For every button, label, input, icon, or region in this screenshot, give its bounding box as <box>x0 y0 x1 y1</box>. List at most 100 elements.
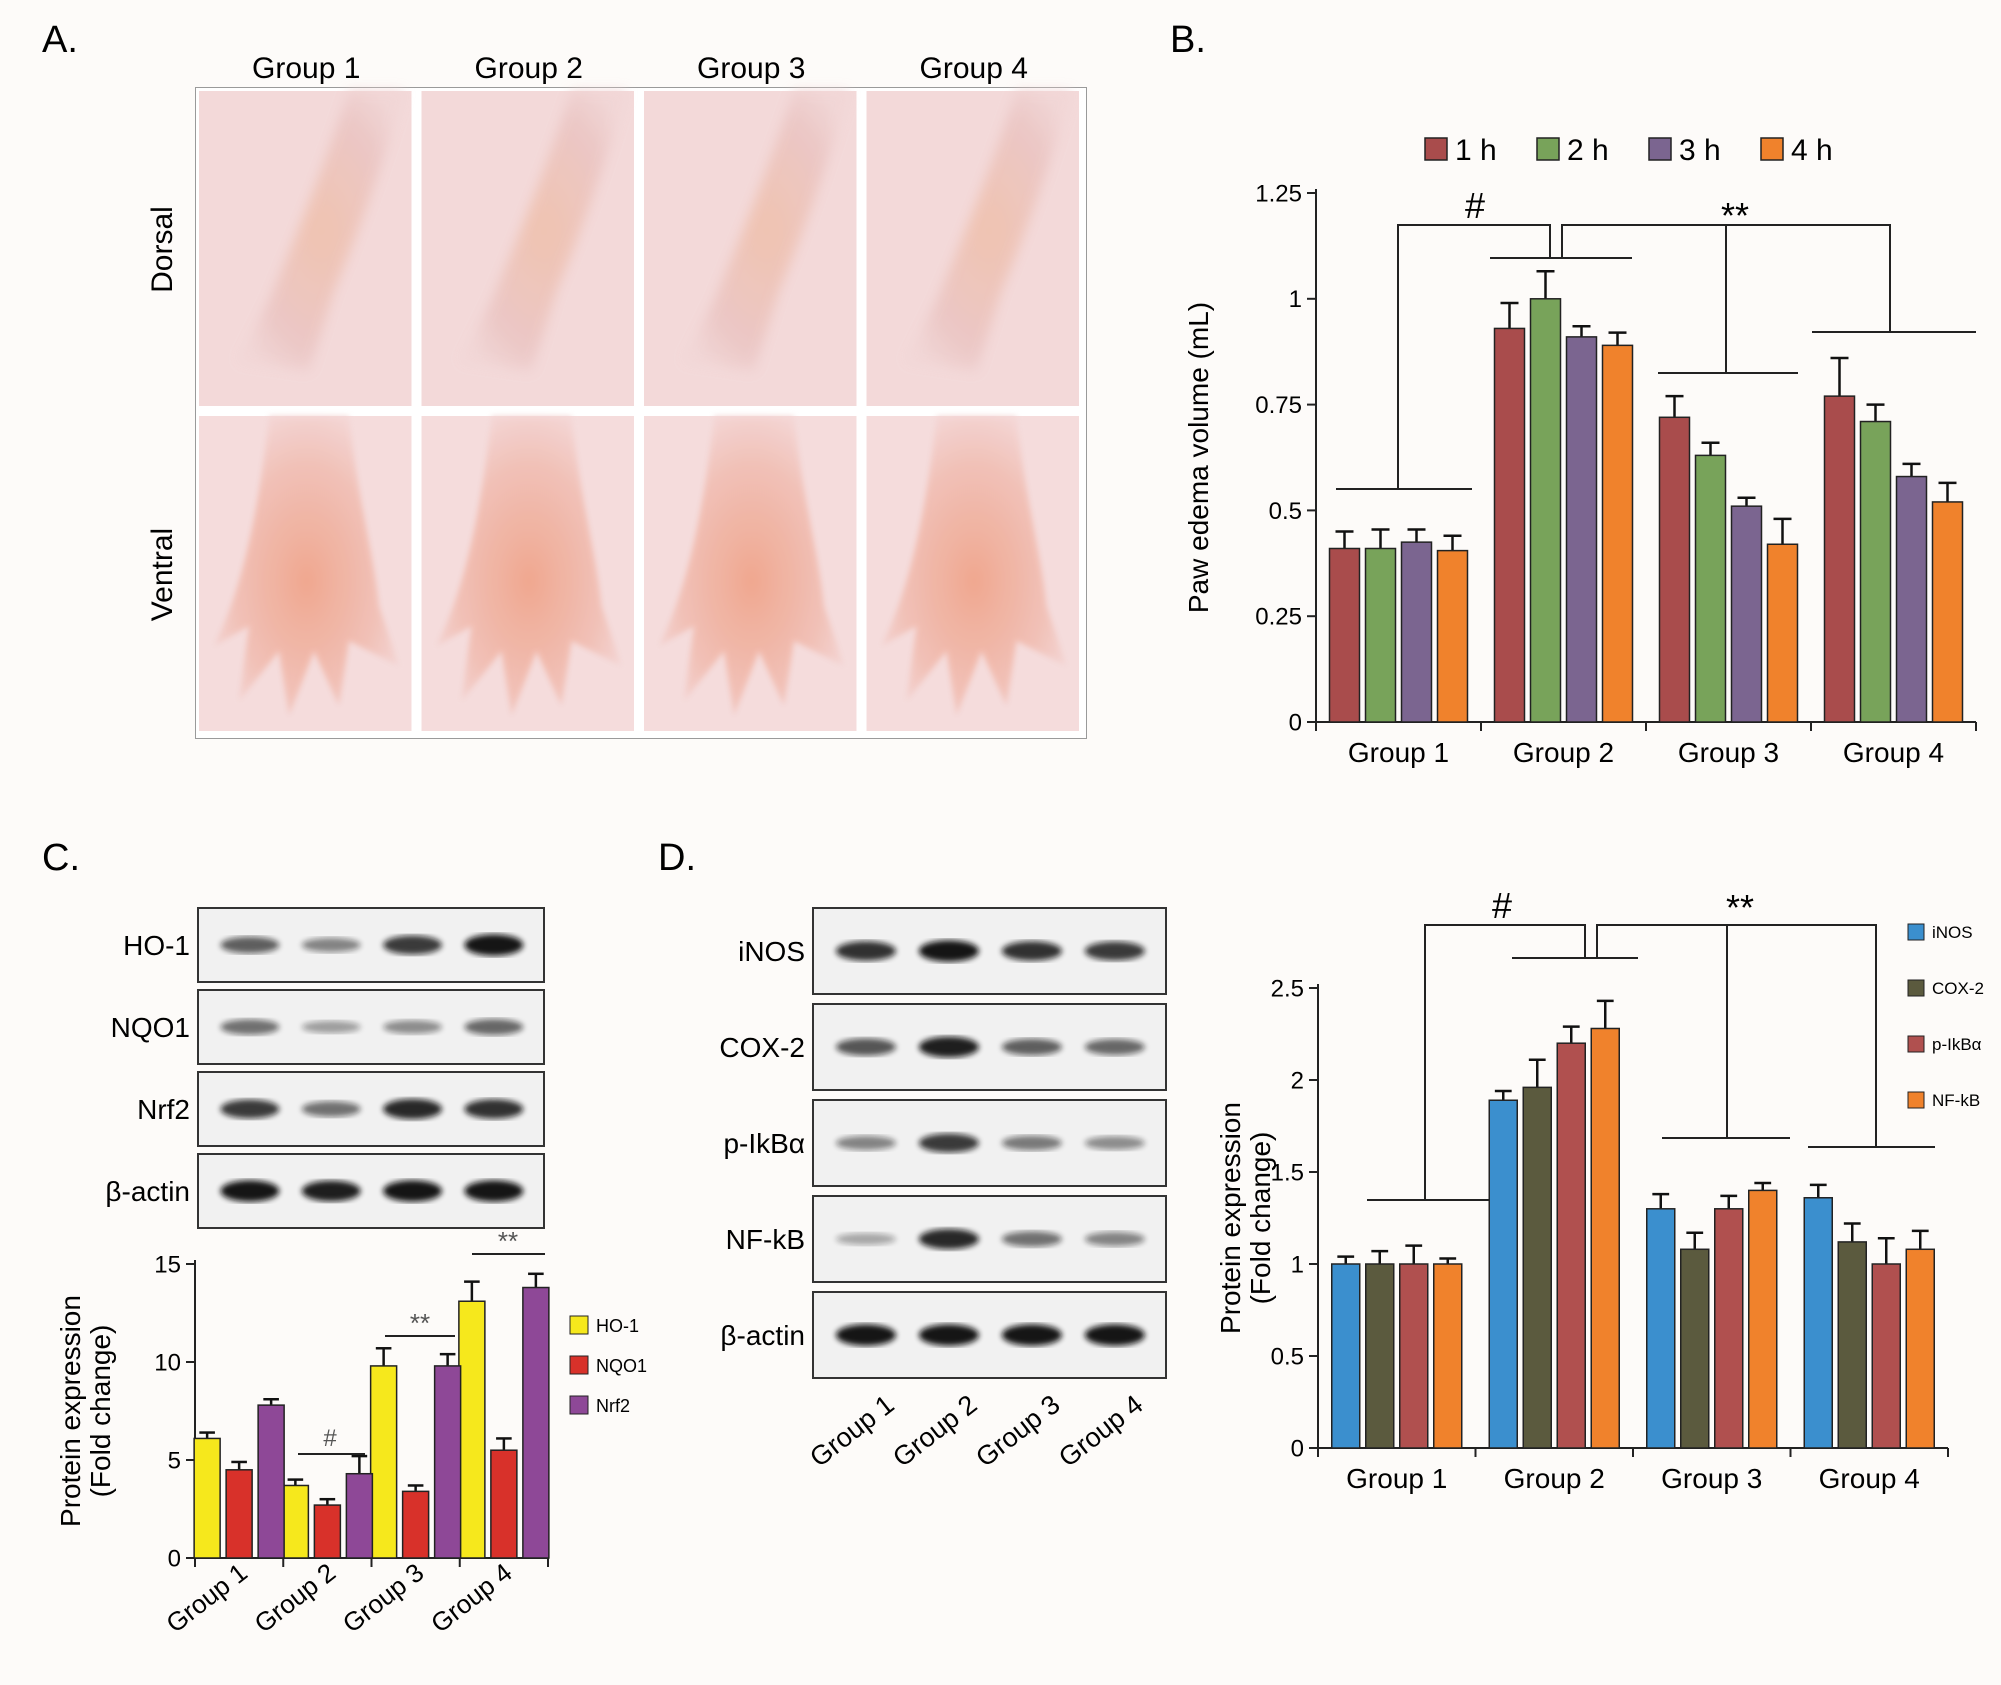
photo-column-label: Group 1 <box>252 52 360 85</box>
paw-dorsal-icon <box>461 91 627 371</box>
blot-d-band <box>918 940 979 962</box>
bar <box>1328 547 1361 723</box>
blot-d-band <box>835 1233 896 1245</box>
bracket-hash <box>1397 224 1551 489</box>
legend-label: iNOS <box>1932 923 1973 942</box>
blot-d-band <box>1001 1231 1062 1247</box>
panel-label-a: A. <box>42 19 78 61</box>
blot-c-band <box>301 1101 361 1117</box>
annotation-hash: # <box>323 1425 337 1452</box>
bar <box>1436 549 1469 723</box>
bar <box>1803 1197 1833 1449</box>
bar <box>490 1449 518 1559</box>
bracket-hash <box>1424 924 1586 1200</box>
bar <box>1871 1263 1901 1449</box>
bar <box>1837 1241 1867 1449</box>
blot-lane-label: Group 4 <box>1053 1389 1148 1473</box>
legend-swatch <box>569 1395 589 1415</box>
blot-d-band <box>835 1135 896 1151</box>
y-tick-label: 0.5 <box>1269 498 1302 525</box>
legend-swatch <box>1536 137 1560 161</box>
blot-d-band <box>1001 1135 1062 1151</box>
blot-c-band <box>383 935 442 955</box>
blot-lane-label: Group 1 <box>804 1389 899 1473</box>
blot-c-band <box>383 1020 442 1034</box>
paw-dorsal-icon <box>906 91 1072 371</box>
y-axis-label: (Fold change) <box>85 1325 116 1498</box>
bar <box>1658 416 1691 723</box>
blot-c-band <box>220 936 280 954</box>
x-tick-label: Group 3 <box>337 1557 430 1638</box>
y-axis-label: Protein expression <box>55 1295 86 1527</box>
x-tick-label: Group 3 <box>1661 1463 1762 1494</box>
bar <box>1714 1208 1744 1449</box>
blot-d-band <box>1001 1038 1062 1056</box>
y-tick-label: 0 <box>1291 1435 1304 1462</box>
panel-label-c: C. <box>42 837 80 879</box>
panel-label-d: D. <box>658 837 696 879</box>
bar <box>1565 336 1598 723</box>
photo-column-label: Group 4 <box>920 52 1028 85</box>
y-tick-label: 1.5 <box>1271 1159 1304 1186</box>
blot-c-band <box>464 1099 524 1119</box>
annotation-stars: ** <box>410 1308 430 1338</box>
blot-d-band <box>1084 941 1145 961</box>
legend-swatch <box>1907 1035 1925 1053</box>
blot-d-band <box>1084 1231 1145 1247</box>
legend-swatch <box>1424 137 1448 161</box>
y-axis-label: Protein expression <box>1215 1102 1246 1334</box>
bar <box>1766 543 1799 723</box>
legend-swatch <box>1760 137 1784 161</box>
bar <box>1895 475 1928 723</box>
bar <box>1488 1099 1518 1449</box>
paw-ventral-icon <box>214 416 399 716</box>
blot-c-label: NQO1 <box>111 1012 190 1043</box>
bar <box>458 1300 486 1559</box>
annotation-stars: ** <box>498 1226 518 1256</box>
blot-c-band <box>464 934 524 956</box>
legend-swatch <box>1648 137 1672 161</box>
paw-ventral-icon <box>881 416 1067 716</box>
y-tick-label: 0 <box>1289 709 1302 736</box>
paw-photos: Group 1 Group 2 Group 3 Group 4 Dorsal Ventra… <box>146 52 1079 731</box>
x-tick-label: Group 2 <box>1513 737 1614 768</box>
paw-ventral-icon <box>659 416 844 716</box>
bar <box>1331 1263 1361 1449</box>
blot-d-band <box>1084 1136 1145 1150</box>
blot-c-label: Nrf2 <box>137 1094 190 1125</box>
bar <box>1400 541 1433 723</box>
y-tick-label: 0.5 <box>1271 1343 1304 1370</box>
bar <box>257 1404 285 1559</box>
blot-d-label: β-actin <box>720 1320 805 1351</box>
blot-d-label: p-IkBα <box>723 1128 805 1159</box>
bar <box>1646 1208 1676 1449</box>
bar <box>401 1490 430 1559</box>
blot-c-band <box>220 1099 280 1119</box>
photo-column-label: Group 2 <box>475 52 583 85</box>
bar <box>1748 1189 1778 1449</box>
blot-d-label: iNOS <box>738 936 805 967</box>
blot-c-label: HO-1 <box>123 930 190 961</box>
y-tick-label: 0.25 <box>1255 604 1302 631</box>
legend-label: 1 h <box>1455 134 1497 167</box>
legend-label: 3 h <box>1679 134 1721 167</box>
blot-c-label: β-actin <box>105 1176 190 1207</box>
bar <box>1680 1248 1710 1449</box>
blot-c-band <box>220 1019 280 1035</box>
bar <box>1364 547 1397 723</box>
legend-label: 4 h <box>1791 134 1833 167</box>
y-tick-label: 0.75 <box>1255 392 1302 419</box>
legend-label: Nrf2 <box>596 1396 630 1416</box>
x-tick-label: Group 3 <box>1678 737 1779 768</box>
x-tick-label: Group 4 <box>425 1557 518 1638</box>
bar <box>193 1437 221 1559</box>
y-tick-label: 2 <box>1291 1067 1304 1094</box>
western-blot-c: HO-1 NQO1 Nrf2 β-actin <box>105 907 545 1229</box>
bar <box>369 1365 398 1559</box>
chart-b: 0 0.25 0.5 0.75 1 1.25 Group 1 Group 2 Group 3 Gr… <box>1183 134 1977 768</box>
annotation-stars: ** <box>1726 887 1754 928</box>
bar <box>1433 1263 1463 1449</box>
legend-swatch <box>569 1355 589 1375</box>
